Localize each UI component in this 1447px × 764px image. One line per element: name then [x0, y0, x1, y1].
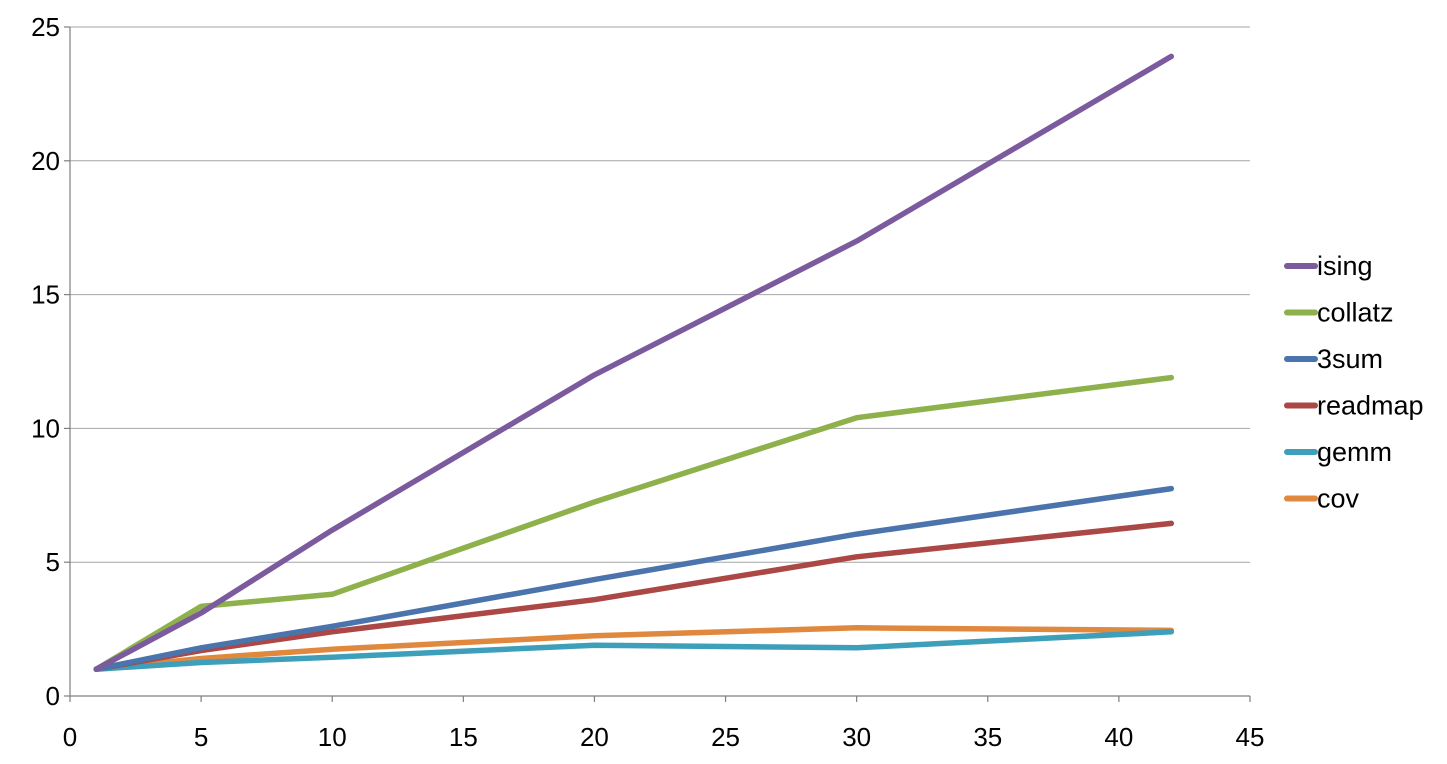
series-line-collatz: [93, 374, 1175, 672]
series-line-ising: [93, 53, 1175, 672]
series-line-cov: [93, 625, 1175, 672]
y-tick-label: 15: [31, 280, 60, 310]
gridlines: [70, 26, 1250, 563]
legend-label-3sum: 3sum: [1317, 344, 1383, 374]
y-tick-label: 20: [31, 146, 60, 176]
x-tick-label: 35: [973, 722, 1002, 752]
x-tick-label: 40: [1104, 722, 1133, 752]
x-tick-label: 20: [580, 722, 609, 752]
x-tick-label: 15: [449, 722, 478, 752]
series-lines: [93, 53, 1175, 672]
legend-label-cov: cov: [1317, 484, 1360, 514]
legend-label-ising: ising: [1317, 251, 1373, 281]
x-axis-ticks: 0 5 10 15 20 25 30 35 40 45: [63, 696, 1265, 752]
series-line-3sum: [93, 485, 1175, 672]
x-tick-label: 45: [1236, 722, 1265, 752]
x-tick-label: 5: [194, 722, 208, 752]
x-tick-label: 25: [711, 722, 740, 752]
y-axis-ticks: 0 5 10 15 20 25: [31, 12, 70, 711]
series-line-gemm: [93, 629, 1175, 672]
y-tick-label: 5: [46, 547, 60, 577]
legend: ising collatz 3sum readmap gemm cov: [1284, 251, 1424, 514]
x-tick-label: 0: [63, 722, 77, 752]
legend-label-readmap: readmap: [1317, 391, 1424, 421]
x-tick-label: 10: [318, 722, 347, 752]
y-tick-label: 10: [31, 413, 60, 443]
x-tick-label: 30: [842, 722, 871, 752]
axes: [69, 27, 1250, 697]
y-tick-label: 25: [31, 12, 60, 42]
legend-label-collatz: collatz: [1317, 298, 1394, 328]
y-tick-label: 0: [46, 681, 60, 711]
legend-label-gemm: gemm: [1317, 437, 1392, 467]
